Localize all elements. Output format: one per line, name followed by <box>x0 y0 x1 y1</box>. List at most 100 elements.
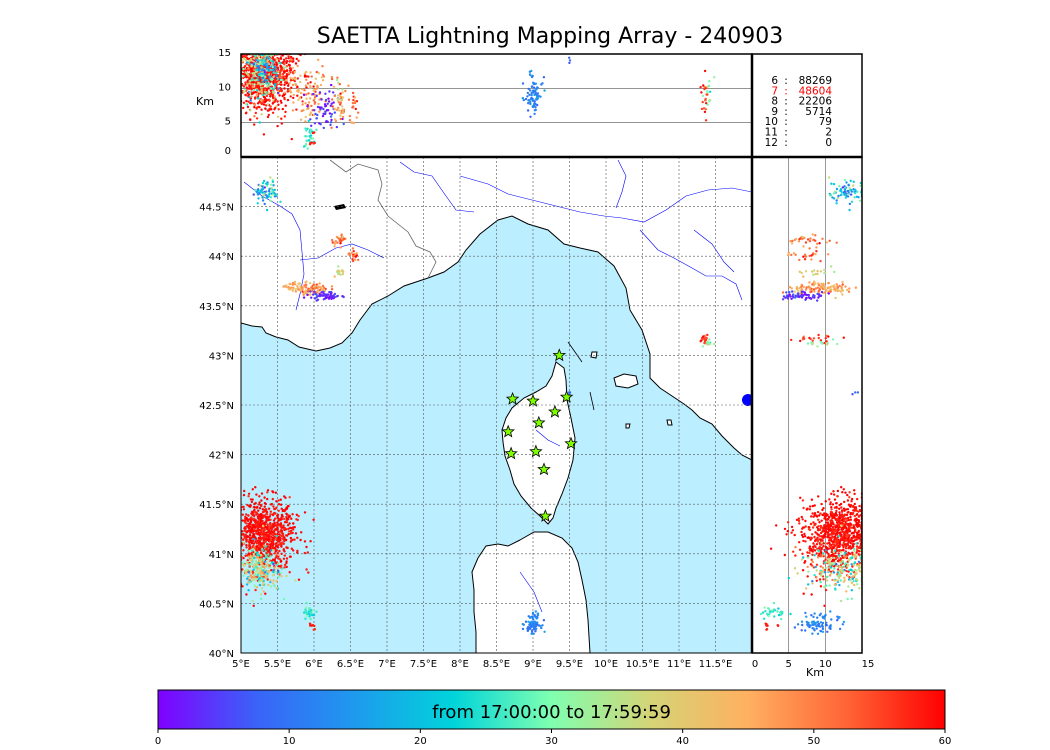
lightning-source-point <box>334 240 338 243</box>
altitude-source-point <box>322 75 326 78</box>
colorbar-tick-label: 60 <box>939 736 952 747</box>
lightning-source-point <box>283 517 286 521</box>
altitude-source-point <box>324 98 328 102</box>
lightning-source-point <box>296 549 299 553</box>
lightning-source-point <box>261 516 264 520</box>
side-altitude-source-point <box>853 549 856 553</box>
side-altitude-source-point <box>850 500 853 503</box>
side-altitude-source-point <box>794 554 797 557</box>
side-altitude-source-point <box>777 607 780 610</box>
lightning-source-point <box>289 536 293 540</box>
side-altitude-source-point <box>832 490 835 493</box>
lightning-source-point <box>271 193 274 196</box>
lightning-source-point <box>245 544 248 547</box>
altitude-source-point <box>288 60 291 63</box>
altitude-source-point <box>238 78 240 80</box>
lightning-source-point <box>225 531 227 533</box>
side-altitude-source-point <box>841 530 844 534</box>
altitude-source-point <box>285 69 289 72</box>
altitude-source-point <box>276 77 280 81</box>
lightning-source-point <box>312 609 315 612</box>
lightning-source-point <box>269 552 272 555</box>
lightning-source-point <box>256 188 260 191</box>
map-gridlines <box>241 157 752 653</box>
altitude-source-point <box>259 101 262 104</box>
side-altitude-source-point <box>771 610 775 613</box>
altitude-source-point <box>305 86 308 89</box>
lightning-source-point <box>242 574 245 577</box>
side-altitude-source-point <box>825 546 829 550</box>
altitude-source-point <box>292 96 295 100</box>
lightning-source-point <box>259 189 262 192</box>
altitude-source-point <box>225 97 227 99</box>
lightning-source-point <box>280 517 283 521</box>
lightning-source-point <box>269 545 272 548</box>
side-altitude-source-point <box>832 288 836 291</box>
altitude-source-point <box>253 103 257 107</box>
lightning-source-point <box>256 546 259 549</box>
lightning-source-point <box>238 521 240 523</box>
side-altitude-source-point <box>790 525 794 529</box>
altitude-source-point <box>348 114 352 118</box>
altitude-source-point <box>312 92 315 96</box>
side-altitude-source-point <box>826 542 829 545</box>
altitude-source-point <box>533 109 536 112</box>
lightning-source-point <box>268 564 271 567</box>
side-altitude-source-point <box>853 536 856 539</box>
altitude-source-point <box>223 72 225 74</box>
side-altitude-source-point <box>811 627 814 630</box>
side-altitude-source-point <box>831 512 834 515</box>
altitude-source-point <box>283 62 286 66</box>
side-altitude-source-point <box>833 583 836 586</box>
lightning-source-point <box>275 193 278 197</box>
lightning-source-point <box>265 190 268 193</box>
altitude-source-point <box>318 106 321 109</box>
altitude-source-point <box>304 120 307 123</box>
side-altitude-source-point <box>828 498 831 501</box>
side-altitude-source-point <box>769 547 773 550</box>
lightning-source-point <box>248 549 251 553</box>
altitude-source-point <box>280 74 283 77</box>
side-altitude-source-point <box>848 208 851 212</box>
altitude-source-point <box>706 89 709 93</box>
side-altitude-source-point <box>823 271 826 275</box>
altitude-source-point <box>260 84 264 88</box>
altitude-source-point <box>295 57 298 61</box>
side-altitude-source-point <box>812 615 815 619</box>
altitude-source-point <box>528 89 532 92</box>
altitude-source-point <box>305 143 308 147</box>
altitude-source-point <box>255 106 258 110</box>
station-count-separator: : <box>784 116 788 128</box>
side-altitude-source-point <box>815 552 818 555</box>
side-altitude-source-point <box>818 546 821 549</box>
lightning-source-point <box>282 537 285 540</box>
side-altitude-source-point <box>824 588 828 592</box>
altitude-source-point <box>704 108 708 111</box>
side-altitude-source-point <box>832 285 836 289</box>
side-altitude-source-point <box>834 526 838 529</box>
altitude-tick-label: 5 <box>225 117 231 128</box>
side-altitude-source-point <box>793 290 796 293</box>
side-altitude-source-point <box>811 233 814 236</box>
lightning-source-point <box>234 515 236 517</box>
side-altitude-source-point <box>849 541 852 545</box>
altitude-source-point <box>272 99 275 102</box>
lightning-source-point <box>305 280 308 283</box>
lightning-source-point <box>287 515 291 519</box>
altitude-source-point <box>304 127 307 130</box>
lightning-source-point <box>233 540 235 542</box>
altitude-source-point <box>539 95 542 98</box>
lightning-source-point <box>348 253 352 256</box>
lightning-source-point <box>278 533 281 536</box>
lightning-source-point <box>275 579 278 583</box>
lightning-source-point <box>265 533 269 536</box>
lightning-source-point <box>280 534 283 538</box>
side-altitude-source-point <box>823 615 826 618</box>
side-altitude-source-point <box>814 282 817 285</box>
station-star-icon <box>537 462 551 476</box>
lightning-source-point <box>275 535 278 538</box>
side-altitude-source-point <box>804 540 807 543</box>
latitude-tick-label: 43.5°N <box>199 302 234 313</box>
lightning-source-point <box>234 526 236 528</box>
